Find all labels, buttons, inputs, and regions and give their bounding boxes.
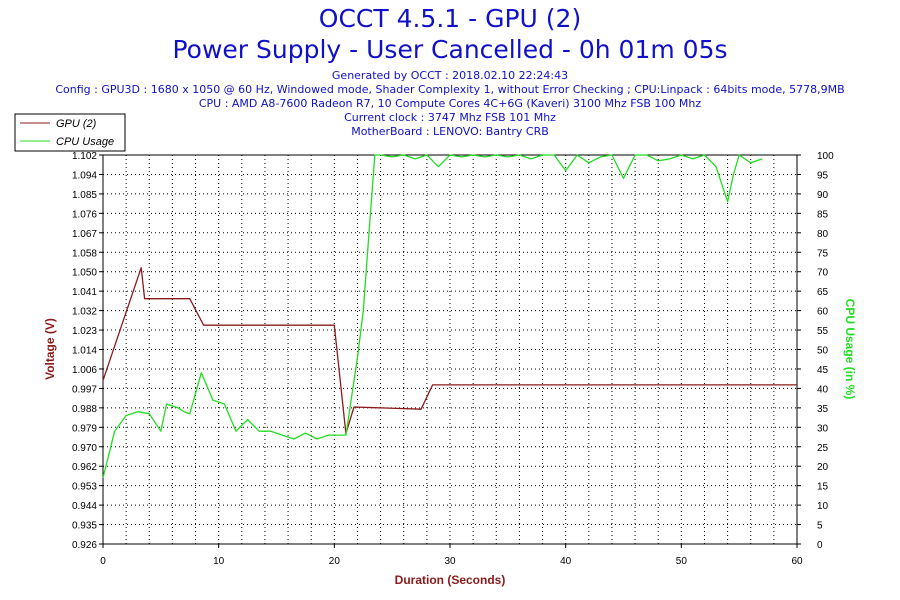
x-tick-label: 20 <box>329 556 341 567</box>
chart-subtitle: Power Supply - User Cancelled - 0h 01m 0… <box>172 35 728 64</box>
grid <box>103 155 797 544</box>
x-tick-label: 50 <box>676 556 688 567</box>
y-axis-right: 0 5 10 15 20 25 30 35 40 45 50 55 60 65 70 75 80 85 90 95 10… <box>797 151 834 551</box>
y2-tick-label: 25 <box>817 443 829 454</box>
y-tick-label: 0.944 <box>72 501 97 512</box>
y-tick-label: 1.014 <box>72 346 97 357</box>
y2-tick-label: 95 <box>817 170 829 181</box>
legend-label-cpu: CPU Usage <box>56 136 114 148</box>
config-info: Config : GPU3D : 1680 x 1050 @ 60 Hz, Wi… <box>55 83 845 96</box>
gpu-voltage-line <box>102 267 797 435</box>
legend: GPU (2) CPU Usage <box>14 113 126 152</box>
y-tick-label: 0.997 <box>72 384 97 395</box>
series-lines <box>102 154 797 479</box>
y2-tick-label: 60 <box>817 307 829 318</box>
y-tick-label: 1.006 <box>72 365 97 376</box>
y2-tick-label: 30 <box>817 423 829 434</box>
y2-tick-label: 90 <box>817 190 829 201</box>
y-tick-label: 1.032 <box>72 307 97 318</box>
y2-tick-label: 50 <box>817 346 829 357</box>
x-tick-label: 0 <box>100 556 106 567</box>
y2-tick-label: 55 <box>817 326 829 337</box>
y2-tick-label: 75 <box>817 248 829 259</box>
cpu-usage-line <box>102 154 763 479</box>
y2-tick-label: 35 <box>817 404 829 415</box>
y-tick-label: 1.041 <box>72 287 97 298</box>
cpu-info: CPU : AMD A8-7600 Radeon R7, 10 Compute … <box>198 97 702 110</box>
y2-axis-label: CPU Usage (in %) <box>843 299 857 400</box>
y2-tick-label: 100 <box>817 151 834 162</box>
x-tick-label: 30 <box>444 556 456 567</box>
y-axis-left: 0.926 0.935 0.944 0.953 0.962 0.970 0.979 0.988… <box>72 151 103 551</box>
y2-tick-label: 0 <box>817 540 823 551</box>
x-tick-label: 10 <box>213 556 225 567</box>
clock-info: Current clock : 3747 Mhz FSB 101 Mhz <box>344 111 556 124</box>
y-axis-label: Voltage (V) <box>43 318 57 380</box>
y2-tick-label: 70 <box>817 268 829 279</box>
legend-label-gpu: GPU (2) <box>56 118 97 130</box>
y-tick-label: 1.050 <box>72 268 97 279</box>
y2-tick-label: 45 <box>817 365 829 376</box>
y-tick-label: 0.979 <box>72 423 97 434</box>
y-tick-label: 0.953 <box>72 482 97 493</box>
y-tick-label: 1.085 <box>72 190 97 201</box>
motherboard-info: MotherBoard : LENOVO: Bantry CRB <box>351 125 549 138</box>
y-tick-label: 1.102 <box>72 151 97 162</box>
generated-info: Generated by OCCT : 2018.02.10 22:24:43 <box>331 69 569 82</box>
legend-box <box>14 113 126 152</box>
x-tick-label: 60 <box>791 556 803 567</box>
y-tick-label: 1.058 <box>72 248 97 259</box>
y2-tick-label: 65 <box>817 287 829 298</box>
y-tick-label: 0.926 <box>72 540 97 551</box>
x-axis: 0 10 20 30 40 50 60 <box>100 544 803 567</box>
chart-title: OCCT 4.5.1 - GPU (2) <box>318 4 582 33</box>
y2-tick-label: 10 <box>817 501 829 512</box>
y-tick-label: 1.094 <box>72 170 97 181</box>
y-tick-label: 0.988 <box>72 404 97 415</box>
y-tick-label: 0.962 <box>72 462 97 473</box>
x-axis-label: Duration (Seconds) <box>395 573 506 587</box>
y2-tick-label: 85 <box>817 209 829 220</box>
y2-tick-label: 20 <box>817 462 829 473</box>
y2-tick-label: 5 <box>817 521 823 532</box>
y-tick-label: 1.076 <box>72 209 97 220</box>
y2-tick-label: 15 <box>817 482 829 493</box>
x-tick-label: 40 <box>560 556 572 567</box>
y2-tick-label: 80 <box>817 229 829 240</box>
y-tick-label: 1.067 <box>72 229 97 240</box>
y-tick-label: 0.935 <box>72 521 97 532</box>
y-tick-label: 0.970 <box>72 443 97 454</box>
y2-tick-label: 40 <box>817 384 829 395</box>
y-tick-label: 1.023 <box>72 326 97 337</box>
